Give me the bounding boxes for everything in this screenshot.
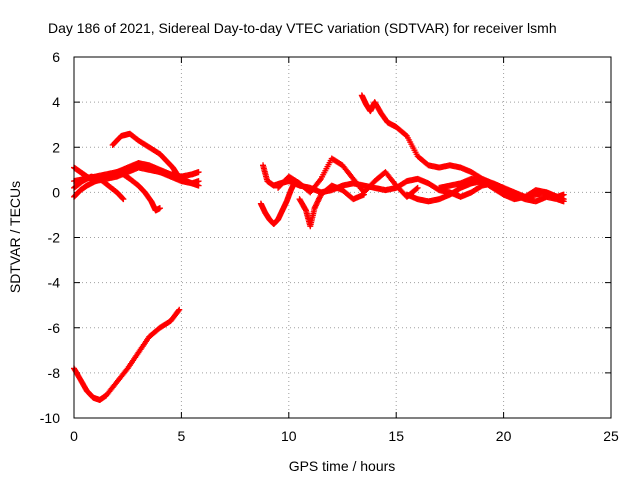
chart-title: Day 186 of 2021, Sidereal Day-to-day VTE… [48, 20, 557, 36]
data-point [178, 175, 185, 182]
y-axis-label: SDTVAR / TECUs [7, 181, 23, 293]
data-point [120, 196, 127, 203]
series-arc-g [71, 306, 183, 403]
x-axis-label: GPS time / hours [289, 458, 396, 474]
data-point [156, 205, 163, 212]
data-point [560, 191, 567, 198]
data-point [414, 184, 421, 191]
data-point [195, 182, 202, 189]
data-point [413, 185, 420, 192]
series-arc-h [257, 178, 299, 227]
y-tick-label: -6 [48, 320, 61, 336]
data-point [195, 169, 202, 176]
x-tick-labels: 0 5 10 15 20 25 [70, 428, 619, 444]
data-point [360, 191, 367, 198]
x-tick-label: 5 [178, 428, 186, 444]
y-tick-label: 4 [52, 94, 60, 110]
x-tick-label: 20 [496, 428, 512, 444]
x-tick-label: 0 [70, 428, 78, 444]
y-tick-label: -10 [40, 410, 60, 426]
y-tick-label: 0 [52, 184, 60, 200]
series-arc-e [109, 130, 185, 182]
y-tick-label: -4 [48, 275, 61, 291]
y-tick-label: 2 [52, 139, 60, 155]
plot-frame [73, 56, 612, 419]
y-tick-label: -8 [48, 365, 61, 381]
series-arc-j [275, 155, 421, 200]
data-point [176, 306, 183, 313]
series-arc-n [436, 175, 567, 205]
x-tick-label: 15 [388, 428, 404, 444]
data-point [175, 307, 182, 314]
series-arc-f [113, 169, 163, 214]
y-tick-label: -2 [48, 230, 61, 246]
series-arc-k [296, 182, 367, 230]
series-arc-d [71, 173, 127, 203]
data-point [560, 198, 567, 205]
y-tick-labels: -10 -8 -6 -4 -2 0 2 4 6 [40, 49, 60, 426]
grid-lines [74, 57, 611, 418]
x-tick-label: 10 [281, 428, 297, 444]
y-tick-label: 6 [52, 49, 60, 65]
x-tick-label: 25 [603, 428, 619, 444]
data-points [71, 92, 567, 403]
